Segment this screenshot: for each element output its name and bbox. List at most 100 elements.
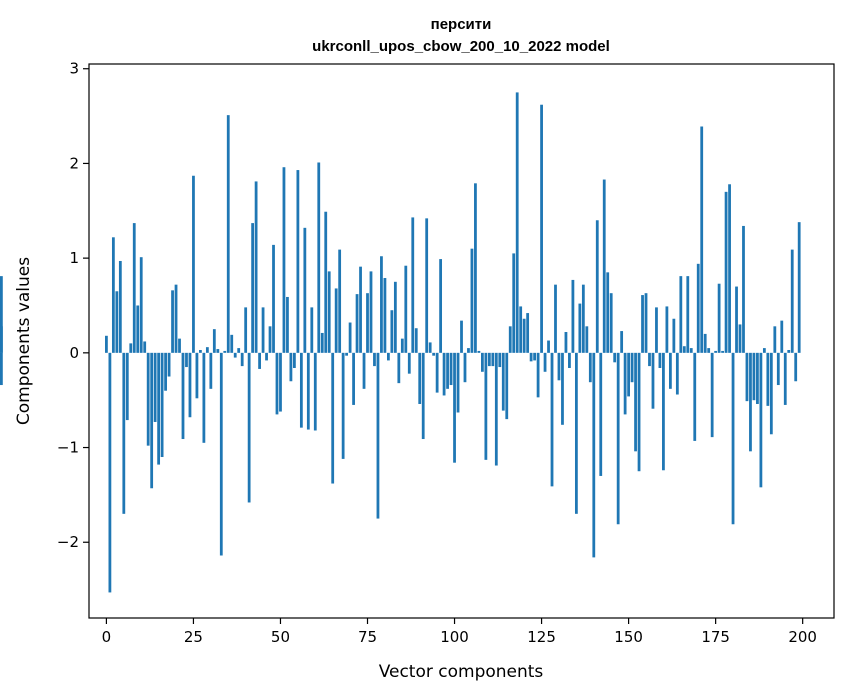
bar-44 xyxy=(258,352,261,369)
y-tick-label: 3 xyxy=(69,60,79,78)
bar-108 xyxy=(481,352,484,372)
x-axis-label: Vector components xyxy=(379,662,544,682)
bar-1 xyxy=(108,352,112,593)
bar-25 xyxy=(192,175,195,353)
bar-131 xyxy=(561,352,564,425)
bar-100 xyxy=(453,352,456,463)
bar-139 xyxy=(588,352,592,383)
bar-142 xyxy=(599,352,603,476)
bar-30 xyxy=(209,352,213,389)
bar-129 xyxy=(554,284,557,353)
bar-126 xyxy=(543,352,547,372)
bar-193 xyxy=(776,352,780,386)
y-tick-label: −2 xyxy=(57,533,79,551)
plot-frame xyxy=(88,63,835,619)
y-axis-ticks: −2 −1 0 1 2 3 xyxy=(57,60,89,551)
bar-135 xyxy=(574,352,578,514)
bar-175 xyxy=(714,350,718,353)
bar-136 xyxy=(578,303,582,353)
bar-123 xyxy=(533,352,536,361)
bar-85 xyxy=(400,338,404,353)
bar-45 xyxy=(261,307,265,353)
bar-46 xyxy=(265,352,268,361)
bars-group xyxy=(0,92,801,593)
bar-62 xyxy=(320,332,324,353)
bar-199 xyxy=(797,222,801,353)
bar-80 xyxy=(383,278,387,353)
bar-16 xyxy=(160,352,164,458)
bar-29 xyxy=(205,347,209,353)
bar-74 xyxy=(362,352,366,389)
bar-78 xyxy=(376,352,380,519)
bar-39 xyxy=(240,352,244,367)
x-tick-label: 25 xyxy=(184,628,203,646)
bar-15 xyxy=(157,352,161,465)
bar-19 xyxy=(171,290,174,353)
bar-13 xyxy=(150,352,154,489)
bar-48 xyxy=(272,244,275,353)
bar-133 xyxy=(568,352,571,368)
bar-71 xyxy=(352,352,355,405)
bar-130 xyxy=(557,352,561,381)
bar-119 xyxy=(519,306,523,353)
bar-54 xyxy=(293,352,296,368)
bar-31 xyxy=(212,329,216,353)
bar-143 xyxy=(602,179,606,353)
bar-180 xyxy=(731,352,735,525)
bar-166 xyxy=(682,346,686,353)
bar-87 xyxy=(407,352,411,374)
bar-191 xyxy=(769,352,773,435)
bar-182 xyxy=(738,324,742,353)
bar-22 xyxy=(181,352,185,440)
bar-35 xyxy=(226,115,230,353)
bar-undefined xyxy=(0,276,3,353)
bar-190 xyxy=(766,352,770,406)
bar-42 xyxy=(251,223,255,353)
bar-192 xyxy=(773,326,777,353)
bar-167 xyxy=(686,276,690,353)
bar-111 xyxy=(491,352,495,367)
bar-145 xyxy=(609,293,613,353)
bar-2 xyxy=(111,237,115,353)
bar-68 xyxy=(341,352,345,459)
bar-184 xyxy=(745,352,749,402)
x-tick-label: 75 xyxy=(358,628,377,646)
bar-196 xyxy=(787,350,791,353)
bar-168 xyxy=(689,348,693,353)
bar-93 xyxy=(428,342,432,353)
bar-134 xyxy=(571,279,575,353)
bar-50 xyxy=(279,352,282,412)
bar-158 xyxy=(655,307,658,353)
bar-7 xyxy=(129,343,133,353)
bar-189 xyxy=(762,348,766,353)
bar-104 xyxy=(467,348,470,353)
bar-4 xyxy=(118,260,122,353)
bar-82 xyxy=(390,310,394,353)
bar-155 xyxy=(644,293,648,353)
bar-56 xyxy=(299,352,303,428)
chart-subtitle: ukrconll_upos_cbow_200_10_2022 model xyxy=(312,38,610,55)
bar-178 xyxy=(724,191,728,353)
y-tick-label: 2 xyxy=(69,154,79,172)
bar-81 xyxy=(387,352,390,361)
bar-51 xyxy=(282,167,286,353)
bar-144 xyxy=(606,272,610,353)
bar-95 xyxy=(435,352,439,393)
bar-127 xyxy=(547,340,550,353)
bar-14 xyxy=(153,352,157,422)
bar-138 xyxy=(585,326,589,353)
bar-125 xyxy=(540,104,543,353)
bar-195 xyxy=(783,352,787,405)
bar-96 xyxy=(439,259,443,353)
bar-17 xyxy=(164,352,167,391)
bar-120 xyxy=(522,318,526,353)
bar-10 xyxy=(139,257,143,353)
bar-149 xyxy=(623,352,627,415)
bar-183 xyxy=(742,225,745,353)
bar-undefined xyxy=(0,352,3,386)
x-tick-label: 50 xyxy=(271,628,290,646)
bar-113 xyxy=(498,352,502,368)
bar-83 xyxy=(393,281,397,353)
bar-63 xyxy=(324,211,328,353)
bar-75 xyxy=(366,293,369,353)
